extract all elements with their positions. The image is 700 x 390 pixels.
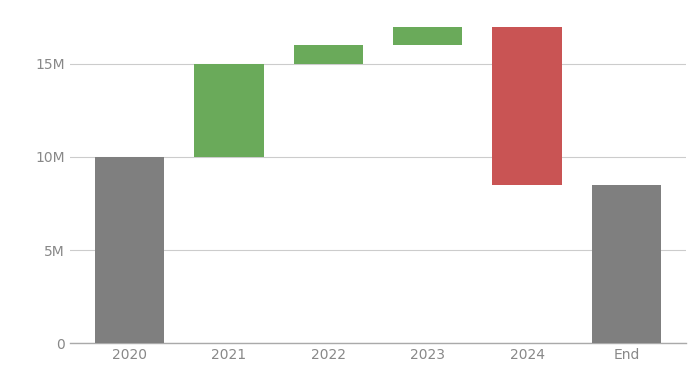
Bar (393, 27, 463, 45)
Bar (293, 45, 363, 64)
Bar (492, 27, 562, 185)
Bar (94, 157, 164, 343)
Bar (194, 64, 264, 157)
Bar (592, 185, 662, 343)
